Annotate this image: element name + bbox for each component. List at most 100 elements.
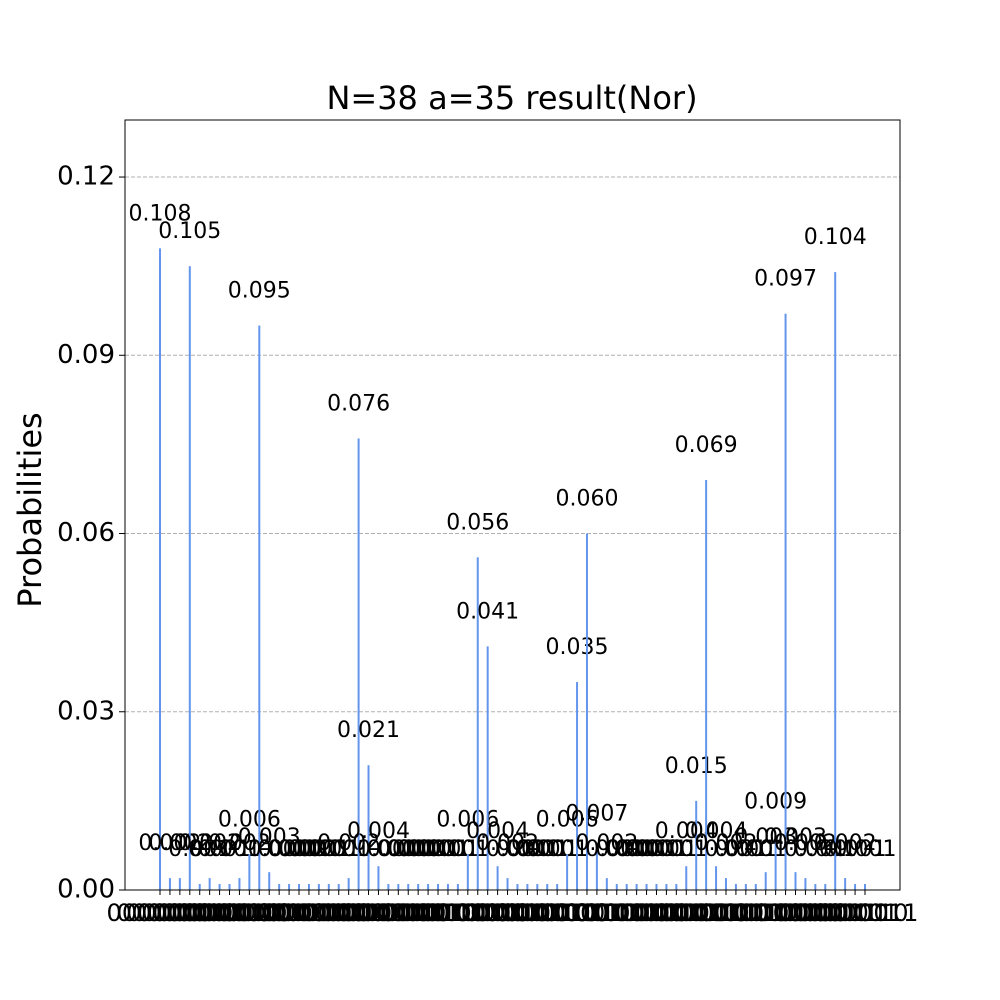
bar (466, 854, 469, 890)
bar (774, 836, 777, 890)
value-label: 0.001 (287, 837, 350, 862)
value-label: 0.004 (466, 819, 529, 844)
x-tick-label: 1000110 (802, 899, 909, 927)
bar (198, 884, 201, 890)
x-tick-label: 0010011 (295, 899, 402, 927)
value-label: 0.069 (675, 433, 738, 458)
value-label: 0.001 (834, 837, 897, 862)
x-tick-label: 0001111 (255, 899, 362, 927)
x-tick-label: 0101101 (553, 899, 660, 927)
value-label: 0.001 (258, 837, 321, 862)
value-label: 0.001 (724, 837, 787, 862)
value-label: 0.001 (784, 837, 847, 862)
value-label: 0.007 (565, 801, 628, 826)
x-tick-label: 0000001 (116, 899, 223, 927)
x-tick-label: 0001101 (236, 899, 343, 927)
bar (864, 884, 866, 890)
value-label: 0.004 (347, 819, 410, 844)
value-label: 0.001 (605, 837, 668, 862)
plot-frame (124, 119, 901, 891)
value-label: 0.001 (248, 837, 311, 862)
x-tick-label: 0000111 (176, 899, 283, 927)
value-label: 0.035 (546, 635, 609, 660)
x-tick-label: 0101000 (504, 899, 611, 927)
value-label: 0.001 (367, 837, 430, 862)
value-label: 0.002 (774, 831, 837, 856)
x-tick-label: 0110110 (643, 899, 750, 927)
value-label: 0.002 (694, 831, 757, 856)
x-tick-label: 0001110 (246, 899, 353, 927)
bar (278, 884, 281, 890)
bar (526, 884, 529, 890)
bar (437, 884, 440, 890)
x-tick-label: 0111111 (732, 899, 839, 927)
bar (159, 248, 161, 891)
x-tick-label: 0101010 (524, 899, 631, 927)
bar (844, 878, 847, 890)
value-label: 0.021 (337, 718, 400, 743)
x-tick-label: 0010111 (335, 899, 442, 927)
y-tick-label: 0.09 (57, 340, 115, 370)
bar (168, 878, 171, 890)
bar (834, 272, 837, 890)
bar (417, 884, 420, 890)
value-label: 0.002 (814, 831, 877, 856)
bar (794, 872, 797, 890)
bar (546, 884, 549, 890)
bar (317, 884, 320, 890)
x-tick-label: 0101001 (514, 899, 621, 927)
x-tick-label: 0011001 (355, 899, 462, 927)
bar (675, 884, 678, 890)
x-tick-label: 0111110 (722, 899, 829, 927)
x-tick-label: 1000101 (792, 899, 899, 927)
bar (407, 884, 410, 890)
value-label: 0.105 (158, 219, 221, 244)
value-label: 0.001 (397, 837, 460, 862)
bar (228, 884, 231, 890)
value-label: 0.002 (138, 831, 201, 856)
value-label: 0.006 (218, 807, 281, 832)
x-tick-label: 0100100 (464, 899, 571, 927)
x-tick-label: 0100000 (424, 899, 531, 927)
x-tick-label: 0100010 (444, 899, 551, 927)
bar (516, 884, 519, 890)
bar (576, 682, 579, 890)
bar (625, 884, 628, 890)
bar (357, 438, 360, 890)
x-tick-label: 0000010 (126, 899, 233, 927)
bar (208, 878, 211, 890)
bar (724, 878, 727, 890)
value-label: 0.041 (456, 599, 519, 624)
value-label: 0.001 (516, 837, 579, 862)
value-label: 0.076 (327, 391, 390, 416)
value-label: 0.001 (297, 837, 360, 862)
value-label: 0.095 (228, 279, 291, 304)
value-label: 0.097 (754, 267, 817, 292)
bar (635, 884, 638, 890)
x-tick-label: 0110111 (653, 899, 760, 927)
value-label: 0.001 (595, 837, 658, 862)
value-label: 0.003 (764, 825, 827, 850)
x-tick-label: 0001011 (216, 899, 323, 927)
x-tick-label: 0110100 (623, 899, 730, 927)
value-label: 0.060 (555, 487, 618, 512)
value-label: 0.056 (446, 510, 509, 535)
x-tick-label: 0000000 (107, 899, 214, 927)
value-label: 0.001 (268, 837, 331, 862)
bar (337, 884, 340, 890)
value-label: 0.001 (704, 837, 767, 862)
value-label: 0.001 (645, 837, 708, 862)
x-tick-label: 0010101 (315, 899, 422, 927)
bar (188, 266, 191, 890)
value-label: 0.001 (277, 837, 340, 862)
bar (486, 646, 489, 890)
x-tick-label: 1000010 (762, 899, 869, 927)
bar (327, 884, 330, 890)
bar (695, 800, 698, 890)
value-label: 0.001 (486, 837, 549, 862)
bar (298, 884, 301, 890)
bar (595, 848, 598, 890)
x-tick-label: 1000001 (752, 899, 859, 927)
x-tick-label: 0001010 (206, 899, 313, 927)
